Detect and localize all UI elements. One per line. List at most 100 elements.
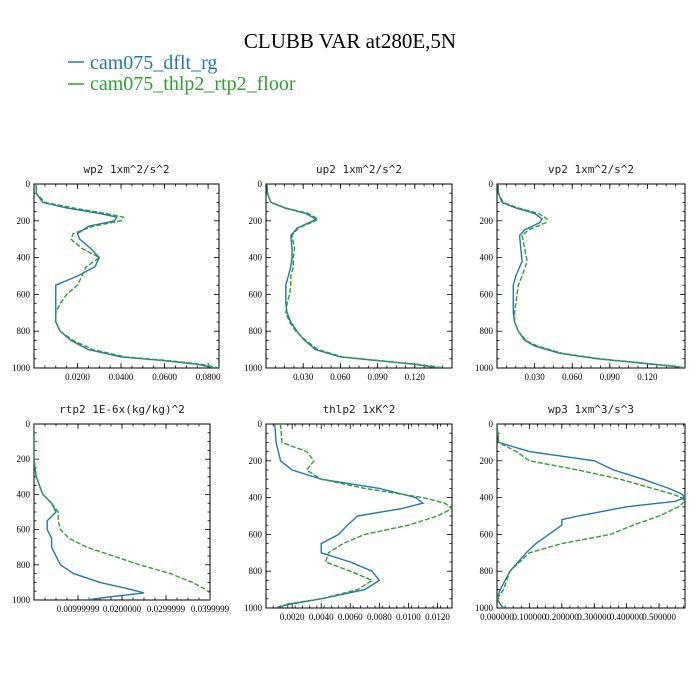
x-tick-label: 0.500000 <box>642 612 676 622</box>
series-line-thlp2-rtp2-floor <box>35 184 219 368</box>
x-tick-label: 0.0060 <box>338 612 363 622</box>
y-tick-label: 400 <box>17 489 31 499</box>
x-tick-label: 0.0299999 <box>147 604 186 614</box>
y-tick-label: 200 <box>249 216 263 226</box>
y-tick-label: 800 <box>480 326 494 336</box>
panel-2: up2 1xm^2/s^2 0 200 400 600 800 1000 0.030 0.060… <box>244 163 453 382</box>
y-tick-label: 200 <box>17 454 31 464</box>
legend-label-2: cam075_thlp2_rtp2_floor <box>90 73 296 95</box>
y-tick-label: 600 <box>249 289 263 299</box>
x-tick-label: 0.200000 <box>545 612 579 622</box>
legend-entry-2: cam075_thlp2_rtp2_floor <box>68 73 296 95</box>
series-line-dflt-rg <box>274 424 425 608</box>
panel-title: rtp2 1E-6x(kg/kg)^2 <box>59 403 185 416</box>
panel-title: wp2 1xm^2/s^2 <box>83 163 169 176</box>
x-tick-label: 0.0040 <box>309 612 334 622</box>
series-line-dflt-rg <box>34 424 145 600</box>
y-tick-label: 800 <box>249 326 263 336</box>
y-tick-label: 200 <box>480 456 494 466</box>
y-tick-label: 200 <box>480 216 494 226</box>
y-tick-label: 1000 <box>12 363 31 373</box>
y-tick-label: 400 <box>480 253 494 263</box>
series-line-thlp2-rtp2-floor <box>266 184 446 368</box>
x-tick-label: 0.090 <box>367 372 388 382</box>
y-tick-label: 0 <box>489 179 494 189</box>
x-tick-label: 0.0120 <box>425 612 450 622</box>
x-tick-label: 0.0100 <box>396 612 421 622</box>
x-tick-label: 0.0400 <box>109 372 134 382</box>
plot-frame <box>33 183 220 369</box>
panel-title: vp2 1xm^2/s^2 <box>548 163 634 176</box>
series-line-dflt-rg <box>497 184 685 368</box>
y-tick-label: 1000 <box>12 595 31 605</box>
y-tick-label: 200 <box>249 456 263 466</box>
series-line-thlp2-rtp2-floor <box>497 184 685 368</box>
x-tick-label: 0.000000 <box>480 612 514 622</box>
series-line-dflt-rg <box>35 184 215 368</box>
x-tick-label: 0.0399999 <box>191 604 230 614</box>
y-tick-label: 400 <box>249 493 263 503</box>
panel-6: wp3 1xm^3/s^3020040060080010000.0000000.… <box>475 403 686 622</box>
legend: cam075_dflt_rg cam075_thlp2_rtp2_floor <box>68 52 296 95</box>
series-line-dflt-rg <box>266 184 440 368</box>
panels: wp2 1xm^2/s^2 0 200 400 600 800 1000 0.0200 0.04… <box>12 163 686 622</box>
panel-title: wp3 1xm^3/s^3 <box>548 403 634 416</box>
y-tick-label: 800 <box>249 566 263 576</box>
panel-3: vp2 1xm^2/s^2 0 200 400 600 800 1000 0.030 0.060… <box>475 163 686 382</box>
panel-4: rtp2 1E-6x(kg/kg)^2 0 200 400 600 800 1000 0.00… <box>12 403 230 614</box>
x-tick-label: 0.060 <box>562 372 583 382</box>
y-tick-label: 1000 <box>244 363 263 373</box>
y-tick-label: 800 <box>17 560 31 570</box>
x-tick-label: 0.0020 <box>280 612 305 622</box>
x-tick-label: 0.120 <box>637 372 658 382</box>
panel-5: thlp2 1xK^2 0 200 400 600 800 1000 0.0020 0.0040… <box>244 403 453 622</box>
x-tick-label: 0.100000 <box>513 612 547 622</box>
x-tick-label: 0.0600 <box>152 372 177 382</box>
plot-frame <box>33 423 211 601</box>
y-tick-label: 600 <box>480 289 494 299</box>
x-tick-label: 0.120 <box>405 372 426 382</box>
plot-frame <box>265 183 453 369</box>
series-line-thlp2-rtp2-floor <box>279 424 452 608</box>
series-line-dflt-rg <box>497 424 685 608</box>
y-tick-label: 0 <box>26 419 31 429</box>
panel-title: up2 1xm^2/s^2 <box>316 163 402 176</box>
x-tick-label: 0.030 <box>524 372 545 382</box>
x-tick-label: 0.300000 <box>577 612 611 622</box>
y-tick-label: 400 <box>17 253 31 263</box>
legend-label-1: cam075_dflt_rg <box>90 52 217 74</box>
x-tick-label: 0.060 <box>330 372 351 382</box>
y-tick-label: 800 <box>480 566 494 576</box>
y-tick-label: 0 <box>258 179 263 189</box>
y-tick-label: 1000 <box>475 603 494 613</box>
x-tick-label: 0.0080 <box>367 612 392 622</box>
y-tick-label: 0 <box>489 419 494 429</box>
x-tick-label: 0.400000 <box>610 612 644 622</box>
series-line-thlp2-rtp2-floor <box>497 424 685 608</box>
y-tick-label: 400 <box>480 493 494 503</box>
x-tick-label: 0.00999999 <box>57 604 100 614</box>
y-tick-label: 1000 <box>475 363 494 373</box>
y-tick-label: 800 <box>17 326 31 336</box>
y-tick-label: 600 <box>249 529 263 539</box>
y-tick-label: 1000 <box>244 603 263 613</box>
y-tick-label: 0 <box>258 419 263 429</box>
panel-title: thlp2 1xK^2 <box>323 403 396 416</box>
plot-frame <box>496 423 686 609</box>
figure-title: CLUBB VAR at280E,5N <box>244 29 456 53</box>
y-tick-label: 600 <box>480 529 494 539</box>
y-tick-label: 200 <box>17 216 31 226</box>
x-tick-label: 0.090 <box>600 372 621 382</box>
x-tick-label: 0.0800 <box>196 372 221 382</box>
x-tick-label: 0.0200 <box>65 372 90 382</box>
y-tick-label: 400 <box>249 253 263 263</box>
y-tick-label: 600 <box>17 289 31 299</box>
x-tick-label: 0.0200000 <box>103 604 142 614</box>
y-tick-label: 600 <box>17 525 31 535</box>
series-line-thlp2-rtp2-floor <box>34 424 210 600</box>
x-tick-label: 0.030 <box>293 372 314 382</box>
legend-entry-1: cam075_dflt_rg <box>68 52 217 74</box>
y-tick-label: 0 <box>26 179 31 189</box>
panel-1: wp2 1xm^2/s^2 0 200 400 600 800 1000 0.0200 0.04… <box>12 163 221 382</box>
